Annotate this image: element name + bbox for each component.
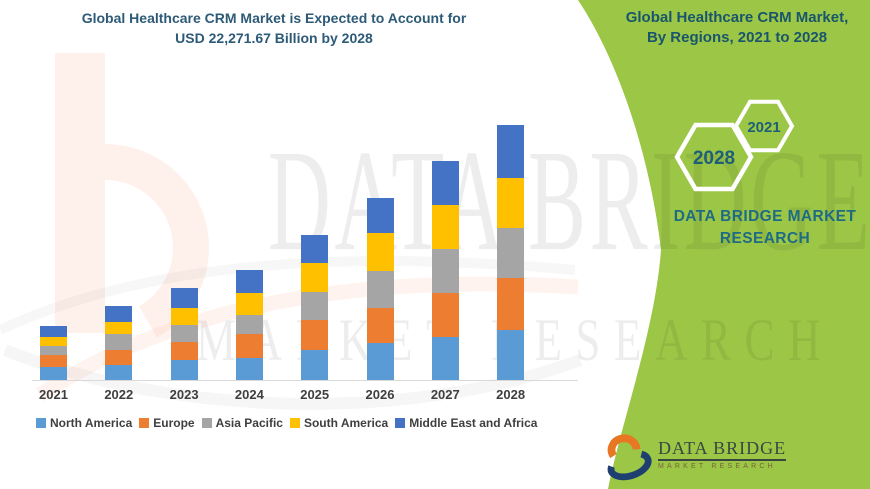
x-tick-2027: 2027 bbox=[430, 387, 460, 402]
bar-segment-2027-europe bbox=[431, 292, 459, 338]
x-tick-2024: 2024 bbox=[234, 387, 264, 402]
bar-segment-2023-north-america bbox=[170, 360, 198, 380]
logo-name: DATA BRIDGE bbox=[658, 439, 787, 461]
brand-text-line1: DATA BRIDGE MARKET bbox=[673, 208, 857, 225]
logo-subtext: MARKET RESEARCH bbox=[658, 463, 776, 470]
bar-2022 bbox=[105, 306, 133, 380]
bar-segment-2021-middle-east-and-africa bbox=[40, 325, 67, 337]
bar-2028 bbox=[497, 124, 525, 380]
brand-text-line2: RESEARCH bbox=[719, 230, 811, 247]
data-bridge-logo-icon bbox=[607, 434, 652, 481]
legend-swatch-icon bbox=[201, 418, 212, 428]
bar-segment-2028-asia-pacific bbox=[497, 227, 525, 279]
bar-segment-2025-north-america bbox=[301, 349, 329, 380]
legend-swatch-icon bbox=[36, 418, 46, 428]
bar-segment-2026-europe bbox=[366, 308, 394, 344]
x-axis-line bbox=[32, 380, 578, 381]
x-tick-2025: 2025 bbox=[300, 387, 330, 402]
chart-legend: North America Europe Asia Pacific South Ame… bbox=[36, 416, 537, 430]
bar-segment-2021-europe bbox=[40, 355, 67, 368]
bar-segment-2026-middle-east-and-africa bbox=[366, 197, 394, 233]
plot-area: 2021 2022 2023 2024 2025 2026 2027 2028 North A… bbox=[32, 124, 578, 430]
legend-item-south-america: South America bbox=[289, 416, 389, 430]
bar-segment-2028-south-america bbox=[497, 177, 525, 228]
bar-segment-2024-middle-east-and-africa bbox=[235, 269, 263, 293]
legend-swatch-icon bbox=[395, 418, 406, 428]
bar-segment-2025-europe bbox=[301, 320, 329, 350]
bar-2021 bbox=[40, 325, 67, 380]
bar-segment-2027-asia-pacific bbox=[431, 249, 459, 293]
bar-segment-2024-asia-pacific bbox=[235, 315, 263, 335]
bar-segment-2023-asia-pacific bbox=[170, 325, 198, 342]
bar-segment-2022-south-america bbox=[105, 321, 133, 335]
hexagon-2028-label: 2028 bbox=[693, 148, 735, 169]
hexagon-2021-label: 2021 bbox=[747, 119, 780, 136]
chart-title-line2: USD 22,271.67 Billion by 2028 bbox=[175, 30, 373, 46]
bar-2024 bbox=[235, 269, 263, 380]
x-tick-2021: 2021 bbox=[39, 387, 68, 402]
bar-2026 bbox=[366, 197, 394, 380]
bar-segment-2022-asia-pacific bbox=[105, 334, 133, 350]
legend-swatch-icon bbox=[139, 418, 150, 428]
bar-segment-2023-europe bbox=[170, 341, 198, 360]
bar-segment-2024-south-america bbox=[235, 292, 263, 316]
bar-segment-2028-north-america bbox=[497, 330, 525, 380]
bar-segment-2028-europe bbox=[497, 278, 525, 330]
legend-label: Asia Pacific bbox=[215, 416, 283, 430]
bar-2023 bbox=[170, 288, 198, 380]
bar-segment-2025-middle-east-and-africa bbox=[301, 234, 329, 264]
year-hexagons: 2028 2021 bbox=[674, 99, 795, 192]
bar-2027 bbox=[431, 161, 459, 380]
bar-2025 bbox=[301, 234, 329, 380]
legend-label: Europe bbox=[153, 416, 195, 430]
company-logo: DATA BRIDGE MARKET RESEARCH bbox=[598, 430, 787, 482]
x-tick-2026: 2026 bbox=[365, 387, 395, 402]
banner-title: Global Healthcare CRM Market, By Regions… bbox=[608, 8, 866, 48]
bar-segment-2021-asia-pacific bbox=[40, 345, 67, 356]
brand-text: DATA BRIDGE MARKET RESEARCH bbox=[637, 206, 870, 250]
bar-segment-2022-middle-east-and-africa bbox=[105, 306, 133, 322]
bar-segment-2024-europe bbox=[235, 334, 263, 359]
bar-segment-2021-north-america bbox=[40, 367, 67, 380]
bar-segment-2024-north-america bbox=[235, 358, 263, 380]
bar-segment-2027-south-america bbox=[431, 205, 459, 250]
x-tick-2023: 2023 bbox=[169, 387, 199, 402]
bar-segment-2021-south-america bbox=[40, 336, 67, 346]
bar-segment-2025-south-america bbox=[301, 263, 329, 292]
bar-segment-2028-middle-east-and-africa bbox=[497, 124, 525, 178]
legend-item-middle-east-and-africa: Middle East and Africa bbox=[395, 416, 537, 430]
bar-segment-2023-south-america bbox=[170, 308, 198, 326]
bar-segment-2022-europe bbox=[105, 350, 133, 365]
bar-segment-2022-north-america bbox=[105, 365, 133, 380]
legend-label: Middle East and Africa bbox=[409, 416, 538, 430]
legend-swatch-icon bbox=[289, 418, 300, 428]
legend-item-north-america: North America bbox=[36, 416, 132, 430]
bar-segment-2026-south-america bbox=[366, 232, 394, 271]
bar-segment-2023-middle-east-and-africa bbox=[170, 288, 198, 309]
chart-title: Global Healthcare CRM Market is Expected… bbox=[18, 8, 530, 48]
legend-item-asia-pacific: Asia Pacific bbox=[201, 416, 283, 430]
legend-label: South America bbox=[303, 416, 389, 430]
bar-segment-2027-middle-east-and-africa bbox=[431, 161, 459, 206]
banner-title-line1: Global Healthcare CRM Market, bbox=[625, 9, 849, 26]
x-tick-2028: 2028 bbox=[496, 387, 526, 402]
chart-title-line1: Global Healthcare CRM Market is Expected… bbox=[81, 10, 467, 26]
legend-label: North America bbox=[50, 416, 133, 430]
legend-item-europe: Europe bbox=[139, 416, 195, 430]
bar-segment-2025-asia-pacific bbox=[301, 291, 329, 321]
logo-text-block: DATA BRIDGE MARKET RESEARCH bbox=[658, 439, 787, 470]
banner-title-line2: By Regions, 2021 to 2028 bbox=[646, 29, 828, 46]
bar-segment-2027-north-america bbox=[431, 337, 459, 380]
bar-segment-2026-north-america bbox=[366, 343, 394, 380]
bar-segment-2026-asia-pacific bbox=[366, 270, 394, 309]
x-tick-2022: 2022 bbox=[104, 387, 134, 402]
